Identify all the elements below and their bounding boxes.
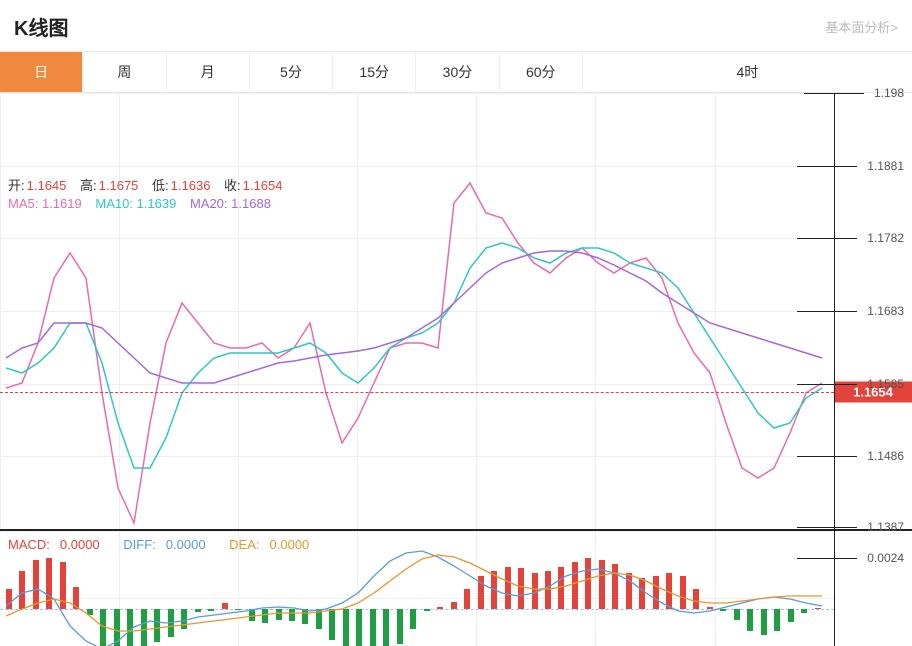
macd-bar-13[interactable] (181, 609, 187, 629)
macd-bar-59[interactable] (801, 609, 807, 613)
macd-bar-25[interactable] (343, 609, 349, 646)
candlestick-chart-area: 开: 1.1645 高: 1.1675 低: 1.1636 收: 1.1654 MA5:… (0, 93, 912, 531)
macd-bar-20[interactable] (276, 609, 282, 620)
macd-bar-26[interactable] (356, 609, 362, 646)
macd-bar-60[interactable] (815, 608, 821, 609)
tab-60min[interactable]: 60分 (500, 52, 583, 92)
macd-bar-4[interactable] (60, 562, 66, 608)
macd-bar-40[interactable] (545, 571, 551, 609)
macd-panel: MACD: 0.0000 DIFF: 0.0000 DEA: 0.0000 0.002… (0, 531, 912, 646)
macd-bar-16[interactable] (222, 603, 228, 609)
price-axis: 1.198 1.1881 1.1782 1.1683 1.1585 1.1486… (834, 93, 912, 529)
macd-bar-54[interactable] (734, 609, 740, 620)
macd-bar-38[interactable] (518, 568, 524, 609)
macd-bar-28[interactable] (383, 609, 389, 646)
macd-bar-57[interactable] (774, 609, 780, 631)
macd-bar-14[interactable] (195, 609, 201, 612)
kline-app: K线图 基本面分析> 日 周 月 5分 15分 30分 60分 4时 开: 1.1… (0, 0, 912, 646)
macd-bar-18[interactable] (249, 609, 255, 621)
header: K线图 基本面分析> (0, 0, 912, 52)
macd-bar-58[interactable] (788, 609, 794, 622)
candles-container (6, 93, 828, 529)
ma-row: MA5: 1.1619 MA10: 1.1639 MA20: 1.1688 (8, 195, 292, 213)
macd-bar-22[interactable] (302, 609, 308, 624)
macd-bar-0[interactable] (6, 589, 12, 609)
macd-bar-30[interactable] (410, 609, 416, 629)
macd-bar-51[interactable] (693, 589, 699, 609)
macd-bar-6[interactable] (87, 609, 93, 616)
macd-label-row: MACD: 0.0000 DIFF: 0.0000 DEA: 0.0000 (8, 537, 329, 552)
macd-bar-31[interactable] (424, 609, 430, 611)
period-tabs: 日 周 月 5分 15分 30分 60分 4时 (0, 52, 912, 93)
macd-bar-24[interactable] (329, 609, 335, 640)
tab-15min[interactable]: 15分 (333, 52, 416, 92)
macd-bar-43[interactable] (585, 558, 591, 609)
macd-bar-55[interactable] (747, 609, 753, 631)
macd-bar-3[interactable] (46, 558, 52, 609)
macd-bar-37[interactable] (505, 567, 511, 609)
tab-4hour[interactable]: 4时 (583, 52, 912, 92)
macd-bar-52[interactable] (707, 607, 713, 609)
macd-tick-0: 0.0024 (867, 551, 904, 565)
price-tick-5: 1.1486 (867, 449, 904, 463)
macd-bar-35[interactable] (478, 576, 484, 609)
tab-day[interactable]: 日 (0, 52, 83, 92)
fundamental-analysis-link[interactable]: 基本面分析> (825, 17, 898, 36)
macd-bar-23[interactable] (316, 609, 322, 629)
macd-axis: 0.0024 -0.0053 (834, 531, 912, 646)
macd-bar-2[interactable] (33, 560, 39, 609)
macd-bar-56[interactable] (761, 609, 767, 636)
price-tick-1: 1.1881 (867, 159, 904, 173)
macd-bar-50[interactable] (680, 576, 686, 609)
macd-bar-21[interactable] (289, 609, 295, 621)
macd-bar-9[interactable] (127, 609, 133, 646)
macd-bar-48[interactable] (653, 576, 659, 609)
macd-bar-5[interactable] (73, 587, 79, 609)
macd-bar-11[interactable] (154, 609, 160, 642)
macd-bar-29[interactable] (397, 609, 403, 644)
macd-bar-15[interactable] (208, 609, 214, 611)
macd-bar-19[interactable] (262, 609, 268, 623)
macd-bar-10[interactable] (141, 609, 147, 646)
tab-month[interactable]: 月 (167, 52, 250, 92)
macd-bar-39[interactable] (532, 573, 538, 608)
price-tick-2: 1.1782 (867, 231, 904, 245)
tab-30min[interactable]: 30分 (416, 52, 499, 92)
macd-bar-8[interactable] (114, 609, 120, 646)
macd-bar-42[interactable] (572, 562, 578, 608)
macd-bar-53[interactable] (720, 609, 726, 611)
macd-bar-1[interactable] (19, 571, 25, 609)
macd-bar-49[interactable] (666, 573, 672, 608)
ohlc-info-bar: 开: 1.1645 高: 1.1675 低: 1.1636 收: 1.1654 MA5:… (8, 177, 292, 213)
macd-bar-46[interactable] (626, 573, 632, 608)
tab-week[interactable]: 周 (83, 52, 166, 92)
macd-bar-32[interactable] (437, 607, 443, 609)
tab-5min[interactable]: 5分 (250, 52, 333, 92)
macd-bar-44[interactable] (599, 560, 605, 609)
price-tick-0: 1.198 (874, 86, 904, 100)
macd-bar-45[interactable] (612, 564, 618, 608)
macd-bar-7[interactable] (100, 609, 106, 646)
macd-bar-27[interactable] (370, 609, 376, 646)
macd-bar-34[interactable] (464, 589, 470, 609)
ohlc-row: 开: 1.1645 高: 1.1675 低: 1.1636 收: 1.1654 (8, 177, 292, 195)
macd-bar-17[interactable] (235, 609, 241, 610)
current-price-line (0, 392, 834, 393)
price-tick-4: 1.1585 (867, 377, 904, 391)
macd-bar-12[interactable] (168, 609, 174, 638)
page-title: K线图 (14, 12, 68, 41)
price-tick-3: 1.1683 (867, 304, 904, 318)
macd-bar-47[interactable] (639, 578, 645, 609)
macd-bar-33[interactable] (451, 602, 457, 609)
macd-bar-36[interactable] (491, 571, 497, 609)
macd-bar-41[interactable] (558, 567, 564, 609)
